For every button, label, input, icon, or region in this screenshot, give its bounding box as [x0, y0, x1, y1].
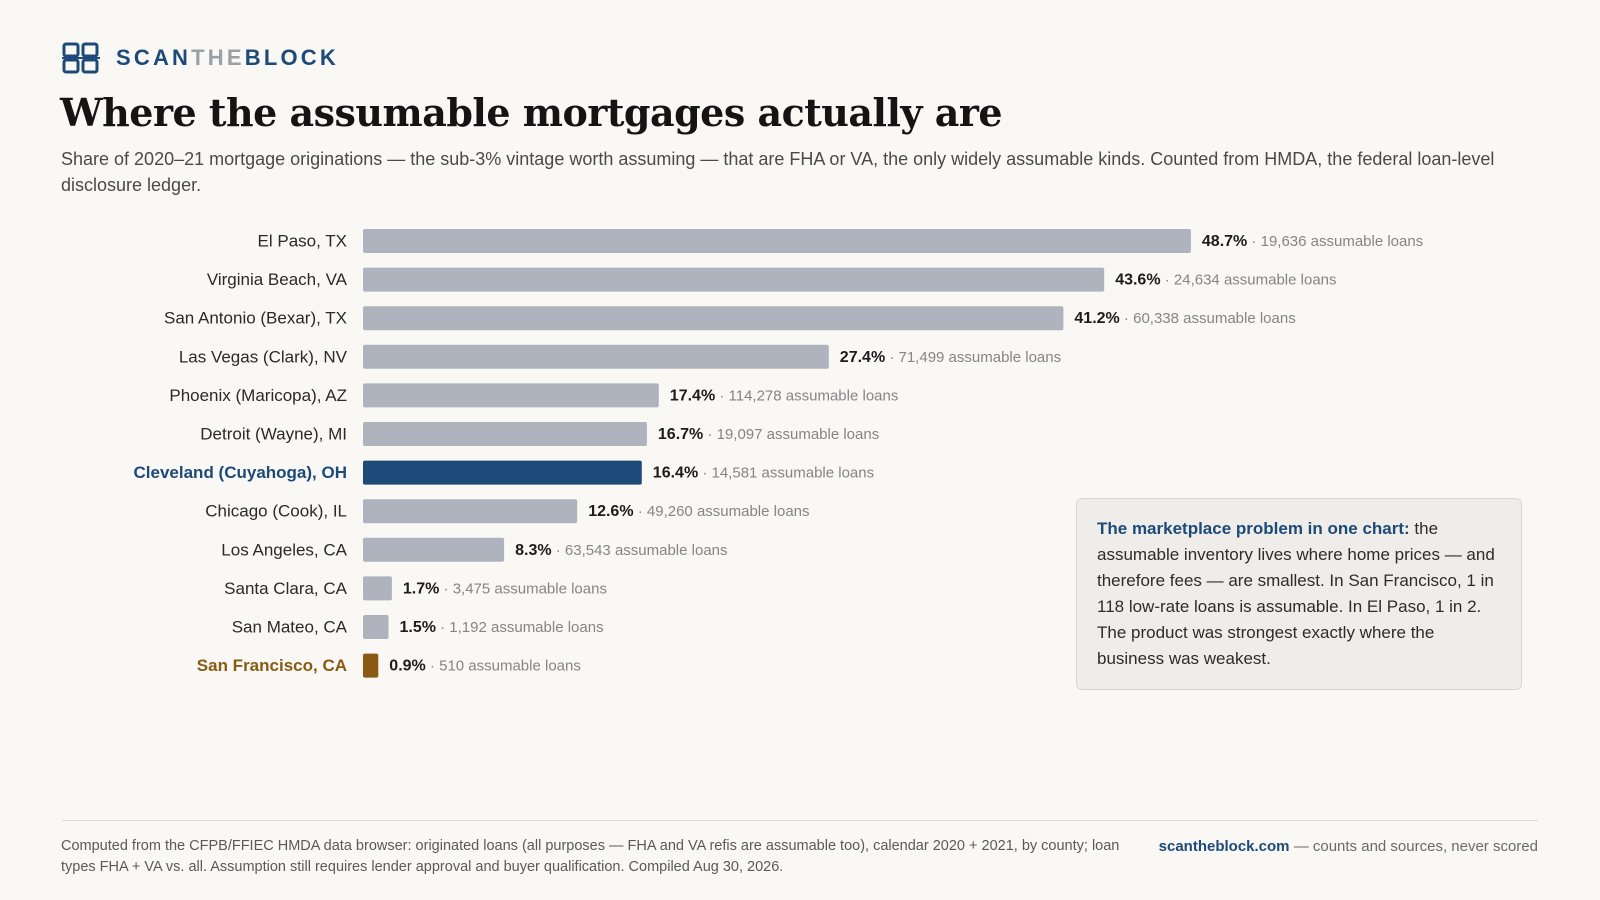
percent-label: 8.3% [515, 541, 551, 558]
site-credit: scantheblock.com — counts and sources, n… [1159, 836, 1538, 857]
percent-label: 48.7% [1202, 233, 1247, 250]
grid-logo-icon [62, 42, 100, 74]
percent-label: 16.7% [658, 426, 703, 443]
value-label-cleveland-cuyahoga-oh: 16.4% · 14,581 assumable loans [653, 464, 874, 481]
callout-text: the assumable inventory lives where home… [1097, 519, 1495, 668]
footer-divider [62, 820, 1538, 821]
value-label-san-francisco-ca: 0.9% · 510 assumable loans [389, 657, 581, 674]
site-tagline: — counts and sources, never scored [1289, 838, 1538, 855]
bar-las-vegas-clark-nv [363, 344, 829, 369]
value-label-los-angeles-ca: 8.3% · 63,543 assumable loans [515, 541, 727, 558]
callout-lead: The marketplace problem in one chart: [1097, 519, 1410, 538]
percent-label: 16.4% [653, 464, 698, 481]
percent-label: 12.6% [588, 503, 633, 520]
value-label-santa-clara-ca: 1.7% · 3,475 assumable loans [403, 580, 607, 597]
category-label-cleveland-cuyahoga-oh: Cleveland (Cuyahoga), OH [134, 463, 347, 482]
category-label-santa-clara-ca: Santa Clara, CA [224, 579, 347, 598]
value-label-virginia-beach-va: 43.6% · 24,634 assumable loans [1115, 271, 1336, 288]
bar-san-antonio-bexar-tx [363, 306, 1064, 331]
bar-san-mateo-ca [363, 615, 389, 639]
count-label: · 71,499 assumable loans [885, 348, 1061, 365]
count-label: · 60,338 assumable loans [1120, 310, 1296, 327]
count-label: · 63,543 assumable loans [552, 541, 728, 558]
page-subtitle: Share of 2020–21 mortgage originations —… [61, 149, 1495, 195]
percent-label: 1.5% [400, 619, 436, 636]
count-label: · 114,278 assumable loans [715, 387, 898, 404]
value-label-san-mateo-ca: 1.5% · 1,192 assumable loans [400, 619, 604, 636]
count-label: · 24,634 assumable loans [1161, 271, 1337, 288]
category-label-chicago-cook-il: Chicago (Cook), IL [205, 502, 347, 521]
value-label-detroit-wayne-mi: 16.7% · 19,097 assumable loans [658, 426, 879, 443]
category-label-san-antonio-bexar-tx: San Antonio (Bexar), TX [164, 309, 347, 328]
site-link[interactable]: scantheblock.com [1158, 838, 1290, 855]
value-label-san-antonio-bexar-tx: 41.2% · 60,338 assumable loans [1074, 310, 1295, 327]
percent-label: 41.2% [1074, 310, 1119, 327]
bar-chart: El Paso, TX 48.7% · 19,636 assumable loan… [134, 229, 1423, 678]
category-label-virginia-beach-va: Virginia Beach, VA [207, 270, 348, 289]
brand-name: SCANTHEBLOCK [116, 45, 339, 70]
brand-logo: SCANTHEBLOCK [62, 42, 339, 74]
category-label-el-paso-tx: El Paso, TX [258, 232, 347, 251]
percent-label: 27.4% [840, 348, 885, 365]
bar-los-angeles-ca [363, 537, 505, 562]
bar-el-paso-tx [363, 229, 1191, 253]
bar-san-francisco-ca [363, 653, 379, 678]
count-label: · 19,636 assumable loans [1247, 233, 1423, 250]
category-label-san-mateo-ca: San Mateo, CA [232, 618, 348, 637]
bar-santa-clara-ca [363, 576, 392, 601]
count-label: · 49,260 assumable loans [634, 503, 810, 520]
percent-label: 1.7% [403, 580, 439, 597]
value-label-el-paso-tx: 48.7% · 19,636 assumable loans [1202, 233, 1423, 250]
count-label: · 19,097 assumable loans [703, 426, 879, 443]
category-label-detroit-wayne-mi: Detroit (Wayne), MI [200, 425, 347, 444]
category-label-los-angeles-ca: Los Angeles, CA [221, 540, 347, 559]
callout-box: The marketplace problem in one chart: th… [1076, 498, 1522, 690]
page-title: Where the assumable mortgages actually a… [60, 90, 1003, 135]
category-label-las-vegas-clark-nv: Las Vegas (Clark), NV [179, 347, 348, 366]
bar-cleveland-cuyahoga-oh [363, 460, 642, 485]
bar-chicago-cook-il [363, 499, 578, 524]
bar-detroit-wayne-mi [363, 422, 647, 446]
value-label-phoenix-maricopa-az: 17.4% · 114,278 assumable loans [670, 387, 899, 404]
source-note: Computed from the CFPB/FFIEC HMDA data b… [61, 838, 1120, 875]
bar-phoenix-maricopa-az [363, 383, 659, 408]
value-label-las-vegas-clark-nv: 27.4% · 71,499 assumable loans [840, 348, 1061, 365]
value-label-chicago-cook-il: 12.6% · 49,260 assumable loans [588, 503, 809, 520]
count-label: · 14,581 assumable loans [698, 464, 874, 481]
category-label-phoenix-maricopa-az: Phoenix (Maricopa), AZ [169, 386, 347, 405]
count-label: · 3,475 assumable loans [439, 580, 607, 597]
percent-label: 43.6% [1115, 271, 1160, 288]
bar-virginia-beach-va [363, 267, 1105, 292]
category-label-san-francisco-ca: San Francisco, CA [197, 656, 347, 675]
percent-label: 17.4% [670, 387, 715, 404]
count-label: · 510 assumable loans [426, 657, 581, 674]
percent-label: 0.9% [389, 657, 425, 674]
count-label: · 1,192 assumable loans [436, 619, 604, 636]
